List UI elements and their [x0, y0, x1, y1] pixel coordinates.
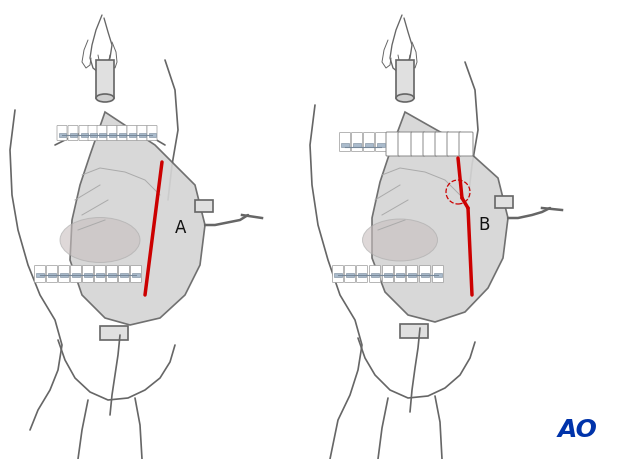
- Bar: [396, 273, 404, 277]
- Bar: [108, 273, 116, 277]
- FancyBboxPatch shape: [68, 125, 78, 140]
- FancyBboxPatch shape: [147, 125, 157, 140]
- Bar: [100, 326, 128, 340]
- Polygon shape: [372, 112, 508, 322]
- Bar: [60, 273, 68, 277]
- Bar: [195, 200, 213, 212]
- FancyBboxPatch shape: [88, 125, 98, 140]
- FancyBboxPatch shape: [363, 133, 374, 151]
- FancyBboxPatch shape: [340, 133, 350, 151]
- Bar: [89, 133, 97, 137]
- Text: B: B: [478, 216, 489, 234]
- Ellipse shape: [396, 94, 414, 102]
- Ellipse shape: [363, 219, 438, 261]
- FancyBboxPatch shape: [130, 265, 141, 282]
- FancyBboxPatch shape: [433, 265, 443, 282]
- Polygon shape: [70, 112, 205, 325]
- FancyBboxPatch shape: [370, 265, 381, 282]
- Bar: [384, 273, 392, 277]
- FancyBboxPatch shape: [383, 265, 394, 282]
- FancyBboxPatch shape: [411, 132, 425, 156]
- FancyBboxPatch shape: [435, 132, 449, 156]
- FancyBboxPatch shape: [386, 132, 400, 156]
- Bar: [48, 273, 56, 277]
- FancyBboxPatch shape: [97, 125, 107, 140]
- FancyBboxPatch shape: [107, 125, 117, 140]
- FancyBboxPatch shape: [407, 265, 417, 282]
- Bar: [408, 273, 416, 277]
- FancyBboxPatch shape: [345, 265, 355, 282]
- Bar: [365, 143, 373, 147]
- FancyBboxPatch shape: [423, 132, 437, 156]
- Bar: [118, 133, 125, 137]
- FancyBboxPatch shape: [107, 265, 118, 282]
- Bar: [421, 273, 429, 277]
- Text: A: A: [175, 219, 187, 237]
- FancyBboxPatch shape: [79, 125, 89, 140]
- Bar: [36, 273, 44, 277]
- Bar: [341, 143, 349, 147]
- Bar: [334, 273, 342, 277]
- Bar: [58, 133, 66, 137]
- FancyBboxPatch shape: [57, 125, 67, 140]
- FancyBboxPatch shape: [420, 265, 430, 282]
- Bar: [81, 133, 87, 137]
- Bar: [495, 196, 513, 208]
- FancyBboxPatch shape: [118, 265, 130, 282]
- Bar: [108, 133, 115, 137]
- Bar: [371, 273, 379, 277]
- FancyBboxPatch shape: [71, 265, 81, 282]
- Bar: [358, 273, 366, 277]
- Bar: [120, 273, 128, 277]
- FancyBboxPatch shape: [46, 265, 58, 282]
- Bar: [396, 60, 414, 98]
- Bar: [377, 143, 385, 147]
- Bar: [346, 273, 354, 277]
- FancyBboxPatch shape: [394, 265, 405, 282]
- Bar: [400, 324, 428, 338]
- FancyBboxPatch shape: [376, 133, 386, 151]
- FancyBboxPatch shape: [127, 125, 137, 140]
- Bar: [72, 273, 80, 277]
- Bar: [138, 133, 146, 137]
- FancyBboxPatch shape: [398, 132, 412, 156]
- Bar: [149, 133, 156, 137]
- Bar: [353, 143, 361, 147]
- Bar: [99, 133, 105, 137]
- Bar: [96, 273, 104, 277]
- FancyBboxPatch shape: [137, 125, 147, 140]
- FancyBboxPatch shape: [332, 265, 343, 282]
- Ellipse shape: [60, 218, 140, 263]
- FancyBboxPatch shape: [35, 265, 45, 282]
- FancyBboxPatch shape: [94, 265, 105, 282]
- FancyBboxPatch shape: [459, 132, 473, 156]
- Bar: [84, 273, 92, 277]
- FancyBboxPatch shape: [117, 125, 127, 140]
- FancyBboxPatch shape: [82, 265, 94, 282]
- Text: AO: AO: [558, 418, 598, 442]
- Bar: [96, 60, 114, 98]
- FancyBboxPatch shape: [58, 265, 69, 282]
- FancyBboxPatch shape: [356, 265, 368, 282]
- FancyBboxPatch shape: [352, 133, 363, 151]
- Bar: [128, 133, 136, 137]
- Bar: [69, 133, 76, 137]
- Bar: [434, 273, 442, 277]
- Ellipse shape: [96, 94, 114, 102]
- FancyBboxPatch shape: [447, 132, 461, 156]
- Bar: [132, 273, 140, 277]
